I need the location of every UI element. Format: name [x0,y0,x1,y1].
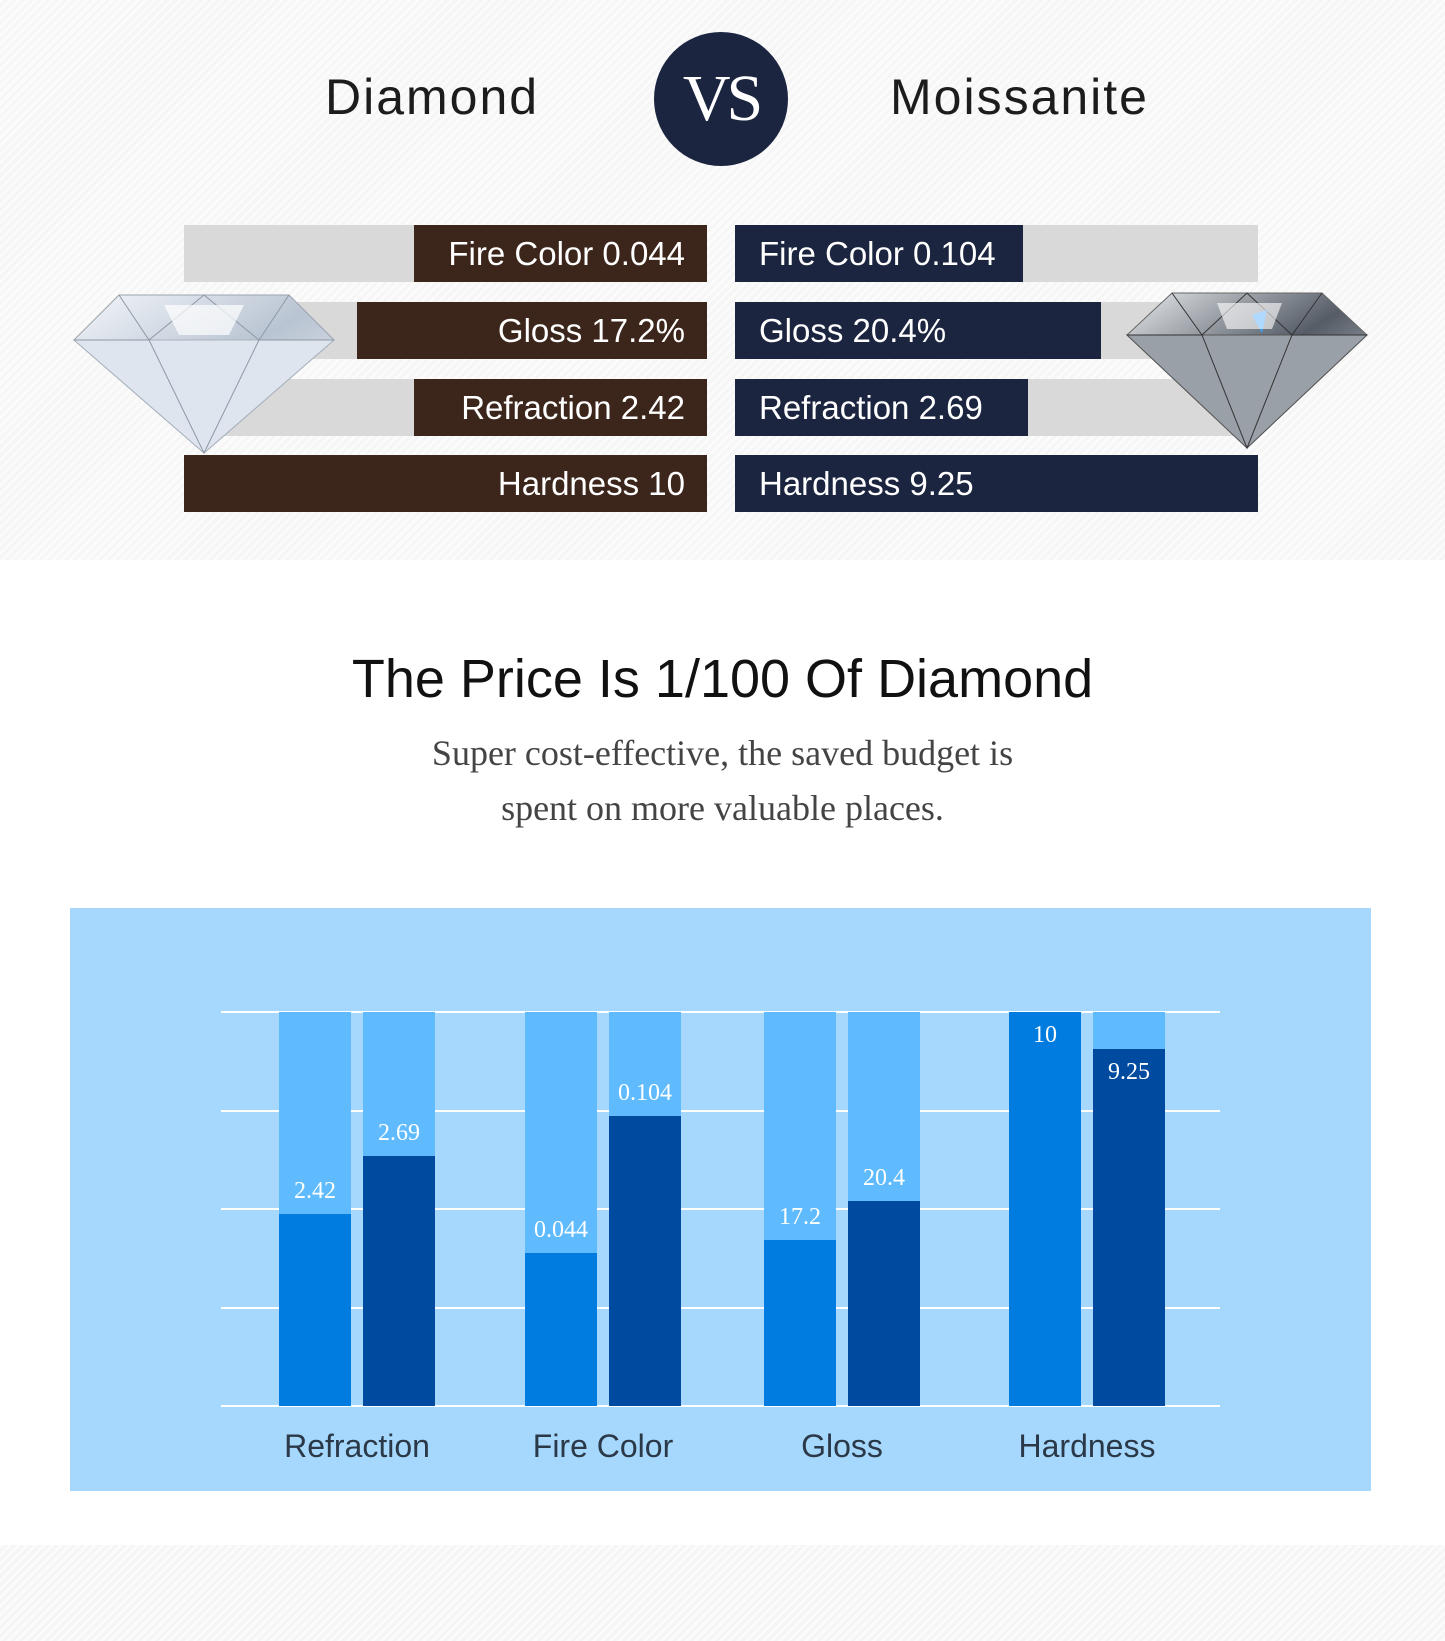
vs-badge: VS [654,32,788,166]
moissanite-bar-fill: Gloss 20.4% [735,302,1102,359]
data-label: 0.044 [534,1216,588,1243]
price-subtitle-line-1: Super cost-effective, the saved budget i… [431,733,1014,773]
bar-refraction-moissanite: 2.69 [363,1012,435,1406]
data-label: 9.25 [1108,1059,1150,1086]
bar-hardness-diamond: 10 [1009,1012,1081,1406]
moissanite-bar-fill: Hardness 9.25 [735,455,1258,512]
gridline [221,1011,1220,1013]
diamond-gem-image [72,294,336,455]
bar-hardness-moissanite: 9.25 [1093,1012,1165,1406]
diamond-bar-fill: Hardness 10 [184,455,707,512]
moissanite-bar-track: Hardness 9.25 [735,455,1258,512]
price-heading: The Price Is 1/100 Of Diamond [351,649,1094,709]
gridline [221,1405,1220,1407]
moissanite-gem-image [1125,292,1369,450]
moissanite-bar-fill: Fire Color 0.104 [735,225,1023,282]
bar-fire-color-moissanite: 0.104 [609,1012,681,1406]
bar-fill [525,1252,597,1406]
price-subtitle-line-2: spent on more valuable places. [501,788,944,828]
diamond-bar-fill: Refraction 2.42 [414,379,707,436]
diamond-bar-fill: Fire Color 0.044 [414,225,707,282]
data-label: 10 [1033,1022,1057,1048]
bar-fill [609,1116,681,1406]
data-label: 2.42 [294,1178,336,1205]
data-label: 20.4 [863,1164,905,1191]
category-label: Hardness [1018,1428,1156,1464]
bar-fill [848,1200,920,1406]
moissanite-bar-track: Fire Color 0.104 [735,225,1258,282]
data-label: 2.69 [378,1119,420,1146]
data-label: 0.104 [618,1080,672,1107]
moissanite-bar-fill: Refraction 2.69 [735,379,1028,436]
moissanite-title: Moissanite [890,69,1149,125]
diamond-bar-track: Hardness 10 [184,455,707,512]
bar-gloss-moissanite: 20.4 [848,1012,920,1406]
bar-refraction-diamond: 2.42 [279,1012,351,1406]
moissanite-bar-track: Refraction 2.69 [735,379,1258,436]
bar-fill [1093,1049,1165,1406]
data-label: 17.2 [779,1204,821,1231]
bar-fill [279,1214,351,1406]
diamond-title: Diamond [325,69,540,125]
diamond-bar-track: Refraction 2.42 [184,379,707,436]
bar-fill [363,1155,435,1406]
bar-fill [1009,1012,1081,1406]
category-label: Gloss [801,1428,883,1464]
comparison-chart: 2.42 2.69 Refraction 0.044 0.104 Fire Color 17… [70,908,1371,1491]
bar-gloss-diamond: 17.2 [764,1012,836,1406]
diamond-bar-fill: Gloss 17.2% [356,302,707,359]
diamond-bar-track: Fire Color 0.044 [184,225,707,282]
bar-fire-color-diamond: 0.044 [525,1012,597,1406]
category-label: Fire Color [532,1428,674,1464]
gridline [221,1306,1220,1309]
bar-fill [764,1240,836,1406]
category-label: Refraction [284,1428,430,1464]
gridline [221,1109,1220,1112]
gridline [221,1208,1220,1210]
footer-band [0,1545,1445,1641]
